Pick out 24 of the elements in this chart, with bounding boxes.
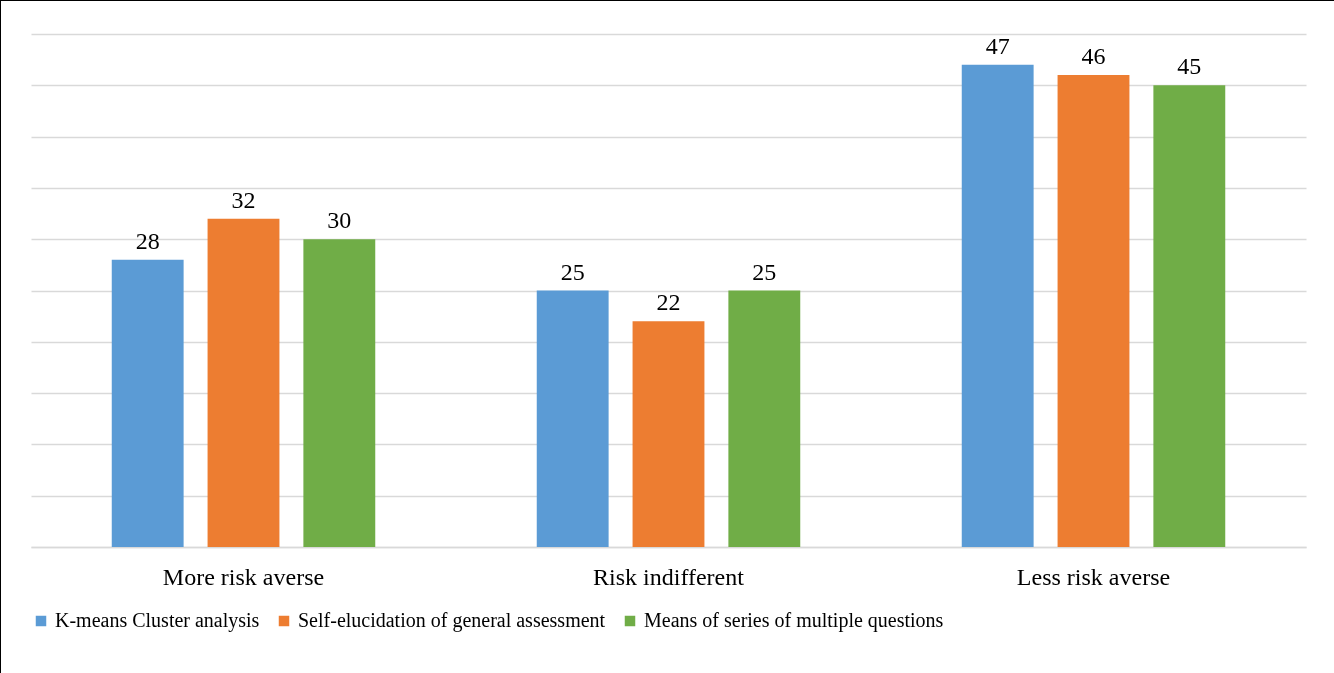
bar xyxy=(1153,85,1226,547)
data-label: 45 xyxy=(1177,53,1202,80)
data-label: 22 xyxy=(656,289,681,316)
data-label: 28 xyxy=(135,227,160,254)
data-label: 25 xyxy=(752,258,777,285)
bar xyxy=(961,64,1034,547)
bar xyxy=(303,239,376,547)
x-tick-label: Less risk averse xyxy=(1016,563,1171,590)
bar xyxy=(536,290,609,547)
data-label: 47 xyxy=(985,32,1010,59)
data-label: 46 xyxy=(1081,43,1106,70)
bar xyxy=(728,290,801,547)
bar xyxy=(632,321,705,547)
bar xyxy=(1057,75,1130,547)
data-label: 25 xyxy=(560,258,585,285)
bar xyxy=(207,218,280,547)
x-tick-label: More risk averse xyxy=(162,563,325,590)
x-tick-label: Risk indifferent xyxy=(593,563,745,590)
legend-label: Self-elucidation of general assessment xyxy=(298,609,606,632)
data-label: 32 xyxy=(231,186,256,213)
legend-label: K-means Cluster analysis xyxy=(55,609,260,632)
legend-label: Means of series of multiple questions xyxy=(644,609,944,632)
data-label: 30 xyxy=(327,207,352,234)
bar xyxy=(111,259,184,547)
